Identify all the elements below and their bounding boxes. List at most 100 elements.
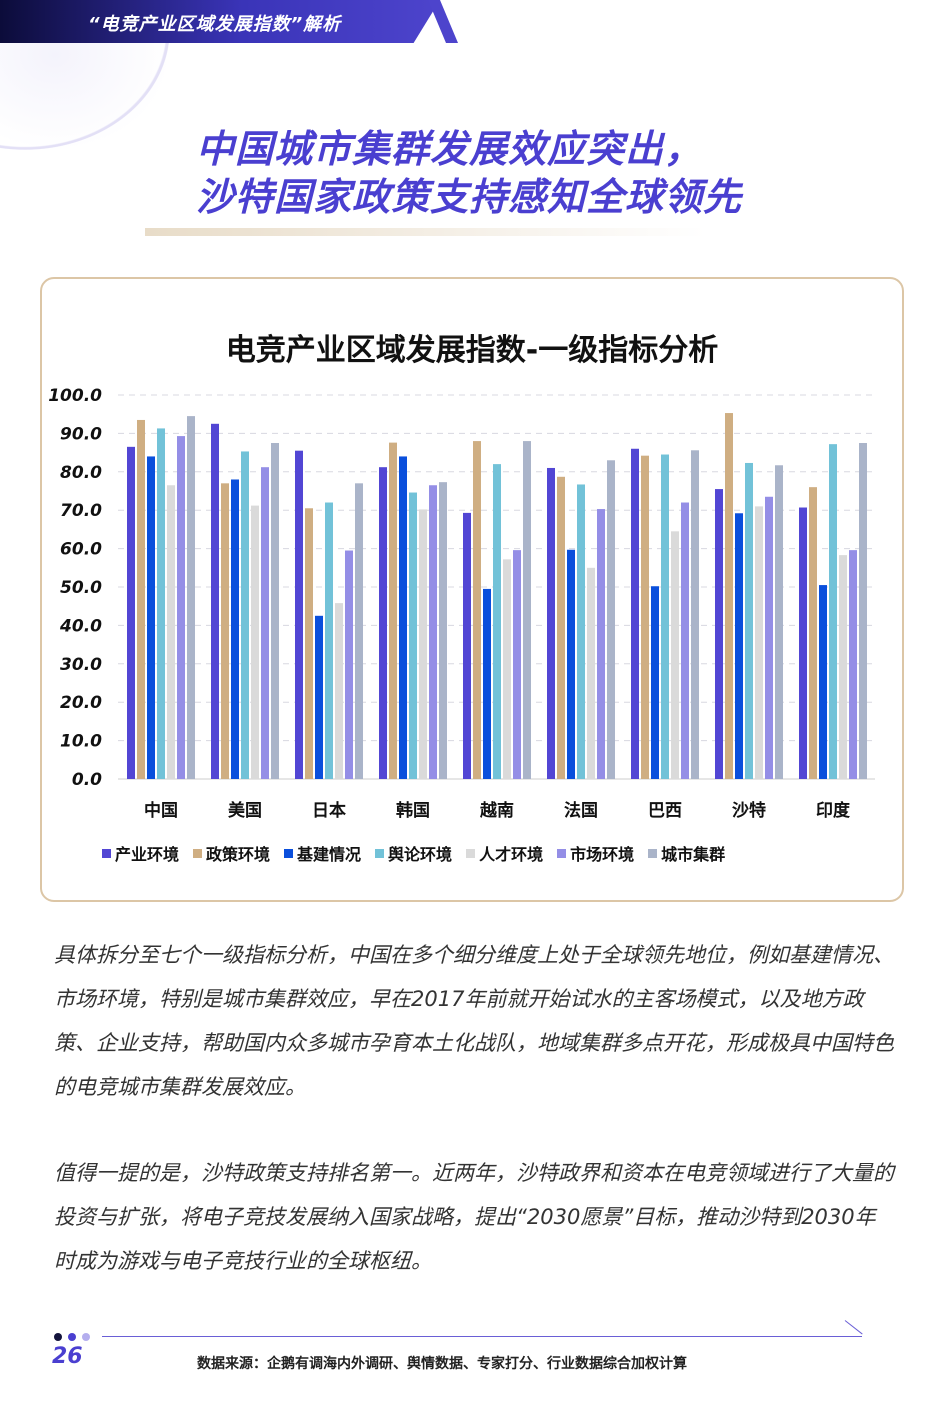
chart-card <box>40 277 904 902</box>
bar-城市集群 <box>439 482 447 779</box>
bar-人才环境 <box>755 506 763 779</box>
x-tick-label: 巴西 <box>648 801 682 821</box>
bar-城市集群 <box>355 483 363 779</box>
footer-divider-end <box>844 1320 863 1335</box>
x-tick-label: 沙特 <box>732 800 766 821</box>
bar-政策环境 <box>725 413 733 779</box>
bar-市场环境 <box>513 550 521 779</box>
legend-item: 政策环境 <box>193 841 270 865</box>
bar-舆论环境 <box>325 502 333 779</box>
legend-label: 基建情况 <box>297 845 362 864</box>
bar-城市集群 <box>859 443 867 779</box>
bar-基建情况 <box>651 586 659 779</box>
bar-城市集群 <box>775 465 783 779</box>
bar-舆论环境 <box>745 462 753 779</box>
bar-产业环境 <box>127 446 135 779</box>
bar-市场环境 <box>261 467 269 779</box>
bar-人才环境 <box>335 603 343 779</box>
legend-swatch <box>102 848 111 858</box>
bar-人才环境 <box>419 509 427 779</box>
legend-swatch <box>284 848 294 858</box>
bar-舆论环境 <box>829 444 837 779</box>
legend-label: 城市集群 <box>661 845 726 864</box>
footer-divider <box>102 1336 862 1337</box>
y-tick-label: 60.0 <box>60 540 102 560</box>
dot-icon <box>82 1333 90 1341</box>
y-tick-label: 30.0 <box>60 655 102 675</box>
bar-城市集群 <box>187 416 195 779</box>
x-tick-label: 美国 <box>228 800 262 821</box>
legend-swatch <box>466 848 476 858</box>
page-number: 26 <box>52 1344 83 1369</box>
bar-市场环境 <box>597 509 605 779</box>
section-title: “电竞产业区域发展指数”解析 <box>88 14 342 35</box>
bar-舆论环境 <box>157 428 165 779</box>
y-tick-label: 90.0 <box>60 424 102 444</box>
bar-政策环境 <box>473 441 481 779</box>
bar-市场环境 <box>849 550 857 779</box>
bar-市场环境 <box>681 502 689 779</box>
section-header-banner <box>0 0 440 43</box>
bar-政策环境 <box>809 487 817 779</box>
legend-item: 市场环境 <box>557 841 634 865</box>
bar-人才环境 <box>671 531 679 779</box>
headline-underline <box>145 228 705 236</box>
bar-基建情况 <box>399 456 407 779</box>
bar-人才环境 <box>251 505 259 779</box>
legend-swatch <box>648 848 658 858</box>
legend-label: 产业环境 <box>115 845 180 864</box>
body-paragraph-1: 具体拆分至七个一级指标分析，中国在多个细分维度上处于全球领先地位，例如基建情况、… <box>54 943 894 1099</box>
bar-市场环境 <box>765 496 773 779</box>
x-tick-label: 日本 <box>312 800 346 821</box>
y-tick-label: 80.0 <box>60 463 102 483</box>
bar-产业环境 <box>295 450 303 779</box>
bar-政策环境 <box>221 483 229 779</box>
headline-line2: 沙特国家政策支持感知全球领先 <box>196 175 743 219</box>
legend-swatch <box>557 848 567 858</box>
y-tick-label: 50.0 <box>60 578 102 598</box>
bar-基建情况 <box>735 513 743 779</box>
bar-政策环境 <box>305 508 313 779</box>
legend-label: 人才环境 <box>479 845 544 864</box>
chart-legend: 产业环境 政策环境 基建情况 舆论环境 人才环境 市场环境 城市集群 <box>102 841 882 865</box>
legend-item: 人才环境 <box>466 841 543 865</box>
bar-市场环境 <box>177 436 185 779</box>
x-tick-label: 中国 <box>144 800 178 821</box>
y-tick-label: 10.0 <box>60 732 102 752</box>
bar-舆论环境 <box>493 464 501 779</box>
bar-基建情况 <box>231 479 239 779</box>
y-tick-label: 70.0 <box>60 501 102 521</box>
bar-人才环境 <box>587 567 595 779</box>
bar-舆论环境 <box>409 492 417 779</box>
y-tick-label: 100.0 <box>48 386 102 406</box>
legend-item: 基建情况 <box>284 841 361 865</box>
bar-人才环境 <box>839 555 847 779</box>
bar-chart: 0.0 10.0 20.0 30.0 40.0 50.0 60.0 70.0 80.0 90.0 1… <box>48 386 875 821</box>
legend-label: 市场环境 <box>570 845 635 864</box>
x-tick-label: 韩国 <box>396 800 430 821</box>
chart-title: 电竞产业区域发展指数-一级指标分析 <box>225 333 719 368</box>
bar-产业环境 <box>463 512 471 779</box>
legend-swatch <box>375 848 385 858</box>
y-tick-label: 40.0 <box>59 616 102 636</box>
data-source-note: 数据来源：企鹅有调海内外调研、舆情数据、专家打分、行业数据综合加权计算 <box>197 1356 687 1372</box>
bar-政策环境 <box>641 455 649 779</box>
bar-城市集群 <box>691 450 699 779</box>
bar-基建情况 <box>567 549 575 779</box>
bar-人才环境 <box>167 485 175 779</box>
legend-label: 政策环境 <box>206 845 271 864</box>
bar-基建情况 <box>819 585 827 779</box>
bar-基建情况 <box>483 588 491 779</box>
bar-人才环境 <box>503 559 511 779</box>
bar-政策环境 <box>137 419 145 779</box>
bar-产业环境 <box>211 423 219 779</box>
bar-基建情况 <box>147 456 155 779</box>
bar-舆论环境 <box>577 484 585 779</box>
footer-dots <box>54 1333 90 1341</box>
bar-城市集群 <box>271 443 279 779</box>
bar-舆论环境 <box>661 454 669 779</box>
x-tick-label: 印度 <box>816 800 851 821</box>
bar-基建情况 <box>315 615 323 779</box>
dot-icon <box>68 1333 76 1341</box>
legend-item: 舆论环境 <box>375 841 452 865</box>
